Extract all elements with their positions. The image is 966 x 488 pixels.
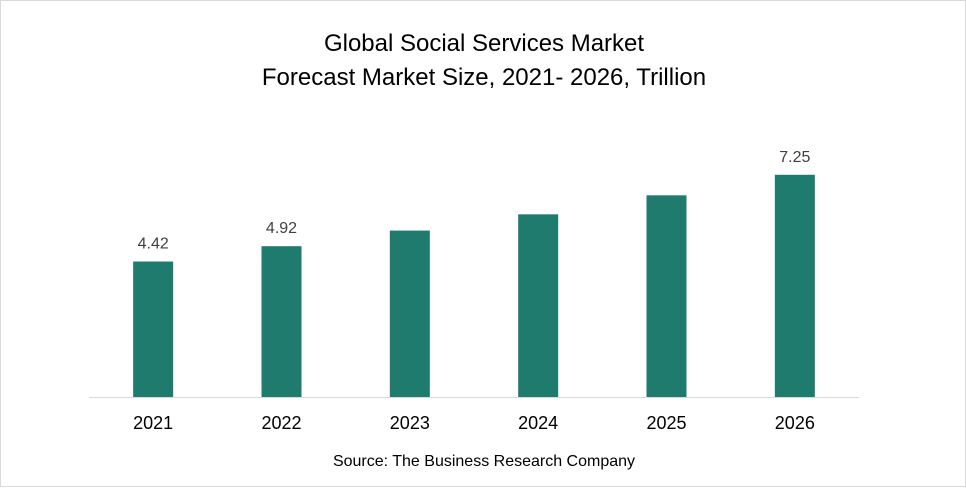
data-label-2021: 4.42	[138, 236, 169, 253]
bars-group	[133, 174, 815, 397]
x-tick-label-2026: 2026	[775, 413, 815, 433]
x-tick-label-2022: 2022	[261, 413, 301, 433]
bar-2025	[646, 195, 687, 397]
data-label-2022: 4.92	[266, 220, 297, 237]
x-tick-label-2023: 2023	[390, 413, 430, 433]
x-tick-label-2021: 2021	[133, 413, 173, 433]
bar-2021	[133, 261, 174, 397]
bar-2024	[518, 214, 559, 397]
chart-title: Global Social Services Market	[323, 30, 645, 57]
bar-2026	[774, 174, 815, 397]
data-label-2026: 7.25	[779, 149, 810, 166]
chart-subtitle: Forecast Market Size, 2021- 2026, Trilli…	[261, 64, 707, 91]
bar-2022	[261, 246, 302, 397]
source-note: Source: The Business Research Company	[332, 453, 636, 470]
x-tick-label-2024: 2024	[518, 413, 558, 433]
bar-2023	[389, 230, 430, 397]
x-tick-label-2025: 2025	[646, 413, 686, 433]
labels-group: 2021 4.42 2022 4.92 2023 2024 2025 2026 7.25	[133, 149, 815, 433]
